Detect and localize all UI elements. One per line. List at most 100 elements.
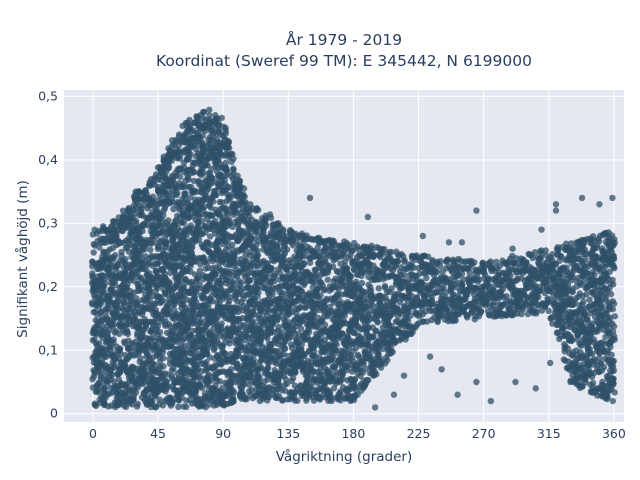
data-point [122, 255, 129, 263]
data-point [118, 227, 126, 235]
data-point [95, 387, 103, 394]
data-point [168, 372, 176, 380]
data-point [375, 285, 382, 292]
data-point [163, 385, 171, 392]
data-point [364, 376, 372, 384]
chart-title-line1: År 1979 - 2019 [286, 30, 402, 49]
data-point [210, 346, 218, 354]
data-point [165, 217, 172, 224]
data-point [221, 176, 228, 183]
data-point [97, 370, 104, 377]
data-point [358, 279, 366, 287]
data-point [110, 336, 117, 343]
data-point [225, 144, 233, 152]
data-point [384, 357, 391, 364]
data-point [116, 345, 124, 352]
data-point [160, 363, 167, 370]
data-point [174, 189, 181, 197]
data-point [147, 246, 154, 253]
data-point [264, 335, 271, 342]
data-point [217, 323, 225, 330]
data-point [133, 403, 141, 410]
data-point [324, 387, 332, 394]
data-point [89, 376, 96, 383]
data-point [160, 212, 167, 219]
data-point [231, 254, 238, 261]
data-point [124, 328, 131, 336]
data-point [89, 270, 96, 277]
data-point [114, 262, 122, 269]
data-point [254, 293, 261, 300]
data-point [230, 398, 237, 405]
data-point [185, 176, 192, 183]
data-point [216, 378, 224, 385]
data-point [99, 272, 106, 279]
data-point [254, 252, 262, 259]
data-point [116, 330, 123, 338]
data-point [205, 371, 212, 378]
data-point [166, 279, 173, 286]
data-points [88, 106, 619, 411]
data-point [176, 173, 184, 180]
data-point [109, 371, 116, 379]
chart-title-line2: Koordinat (Sweref 99 TM): E 345442, N 61… [156, 52, 532, 70]
data-point [112, 252, 119, 259]
data-point [218, 114, 226, 122]
data-point [112, 282, 119, 289]
data-point [159, 349, 167, 356]
data-point [212, 191, 219, 199]
data-point [238, 279, 245, 286]
data-point [101, 279, 109, 287]
data-point [206, 106, 213, 114]
data-point [110, 321, 117, 328]
data-point [292, 369, 299, 376]
data-point [240, 185, 248, 192]
data-point [283, 246, 291, 253]
data-point [254, 206, 262, 214]
data-point [165, 164, 173, 171]
data-point [240, 193, 247, 200]
data-point [123, 224, 130, 231]
data-point [165, 321, 173, 328]
data-point [343, 265, 350, 272]
data-point [128, 401, 136, 408]
data-point [275, 381, 282, 388]
data-point [113, 231, 120, 238]
data-point [230, 166, 237, 174]
data-point [367, 284, 374, 291]
data-point [280, 228, 287, 235]
data-point [118, 248, 125, 256]
data-point [230, 155, 237, 162]
data-point [119, 207, 127, 214]
data-point [294, 397, 301, 404]
data-point [90, 249, 97, 256]
data-point [190, 169, 197, 176]
data-point [187, 150, 194, 158]
data-point [348, 273, 355, 280]
data-point [183, 403, 190, 411]
data-point [267, 214, 275, 222]
data-point [268, 265, 275, 272]
data-point [373, 317, 381, 325]
data-point [196, 281, 203, 288]
data-point [230, 388, 238, 396]
data-point [125, 248, 133, 255]
data-point [139, 227, 146, 235]
data-point [300, 259, 308, 267]
data-point [210, 198, 217, 205]
data-point [159, 355, 167, 362]
data-point [111, 361, 118, 368]
data-point [101, 384, 108, 392]
data-point [95, 340, 103, 347]
data-point [300, 351, 307, 358]
data-point [373, 371, 380, 378]
data-point [156, 329, 164, 336]
data-point [255, 374, 263, 381]
data-point [351, 375, 359, 383]
data-point [236, 177, 243, 185]
data-point [324, 276, 331, 283]
data-point [102, 353, 110, 361]
data-point [120, 300, 128, 307]
data-point [246, 368, 254, 375]
